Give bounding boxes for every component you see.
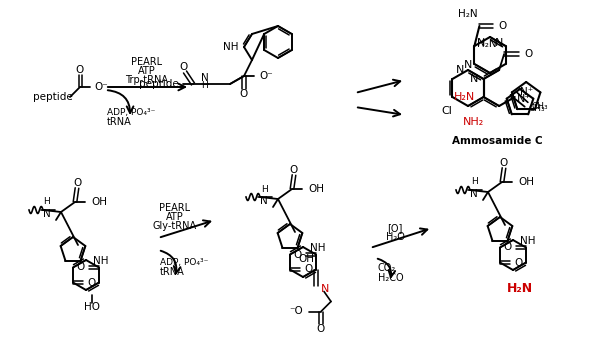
Text: O: O: [73, 178, 81, 188]
Text: N: N: [43, 209, 51, 219]
Text: O: O: [87, 277, 95, 287]
Text: ADP, PO₄³⁻: ADP, PO₄³⁻: [107, 108, 155, 117]
Text: O: O: [514, 258, 523, 268]
Text: O: O: [76, 262, 85, 272]
Text: H: H: [43, 198, 51, 206]
Text: ATP: ATP: [166, 212, 184, 222]
Text: Cl: Cl: [441, 106, 452, 116]
Text: N⁺: N⁺: [517, 94, 531, 104]
Text: CH₃: CH₃: [529, 104, 545, 113]
Text: H₂O: H₂O: [385, 232, 405, 242]
Text: O⁻: O⁻: [94, 82, 108, 92]
Text: HO: HO: [84, 302, 101, 312]
Text: CH₃: CH₃: [532, 102, 548, 111]
Text: N: N: [495, 38, 504, 48]
Text: O: O: [294, 250, 302, 260]
Text: H: H: [471, 177, 477, 187]
Text: OH: OH: [298, 254, 314, 264]
Text: NH: NH: [93, 255, 108, 266]
Text: peptide: peptide: [139, 79, 179, 89]
Text: O: O: [240, 89, 248, 99]
Text: O: O: [498, 21, 507, 31]
Text: N: N: [464, 60, 472, 70]
Text: H₂N: H₂N: [477, 39, 496, 49]
Text: OH: OH: [518, 177, 534, 187]
Text: O: O: [317, 324, 325, 333]
Text: N: N: [476, 38, 485, 48]
Text: H: H: [202, 80, 208, 89]
Text: Ammosamide C: Ammosamide C: [453, 136, 543, 146]
Text: tRNA: tRNA: [107, 117, 132, 127]
Text: NH₂: NH₂: [462, 117, 483, 127]
Text: H₂N: H₂N: [455, 92, 476, 102]
Text: PEARL: PEARL: [160, 203, 191, 213]
Text: N: N: [321, 285, 329, 294]
Text: O: O: [179, 62, 187, 72]
Text: O: O: [504, 243, 512, 253]
Text: tRNA: tRNA: [160, 267, 185, 277]
Text: O: O: [500, 158, 508, 168]
Text: Gly-tRNA: Gly-tRNA: [153, 221, 197, 231]
Text: O: O: [304, 264, 312, 275]
Text: NH: NH: [223, 42, 238, 52]
Text: O: O: [290, 165, 298, 175]
Text: Trp-tRNA: Trp-tRNA: [125, 75, 169, 85]
Text: OH: OH: [91, 197, 107, 207]
Text: ATP: ATP: [138, 66, 156, 76]
Text: H: H: [261, 184, 267, 193]
Text: ⁻O: ⁻O: [289, 307, 303, 316]
Text: H₂N: H₂N: [458, 9, 477, 19]
Text: O: O: [524, 49, 532, 59]
Text: NH: NH: [520, 236, 535, 246]
Text: PEARL: PEARL: [131, 57, 163, 67]
Text: N: N: [470, 74, 479, 84]
Text: N: N: [201, 73, 209, 83]
Text: NH: NH: [309, 243, 325, 253]
Text: N: N: [260, 196, 268, 206]
Text: O⁻: O⁻: [259, 71, 273, 81]
Text: CO₂: CO₂: [378, 263, 396, 273]
Text: N: N: [470, 189, 478, 199]
Text: H₂CO: H₂CO: [378, 273, 403, 283]
Text: ADP, PO₄³⁻: ADP, PO₄³⁻: [160, 258, 208, 267]
Text: H₂N: H₂N: [506, 283, 533, 295]
Text: OH: OH: [308, 184, 324, 194]
Text: peptide: peptide: [33, 92, 73, 102]
Text: N: N: [456, 65, 464, 75]
Text: N⁺: N⁺: [520, 87, 533, 97]
Text: [O]: [O]: [387, 223, 403, 233]
Text: O: O: [76, 65, 84, 75]
